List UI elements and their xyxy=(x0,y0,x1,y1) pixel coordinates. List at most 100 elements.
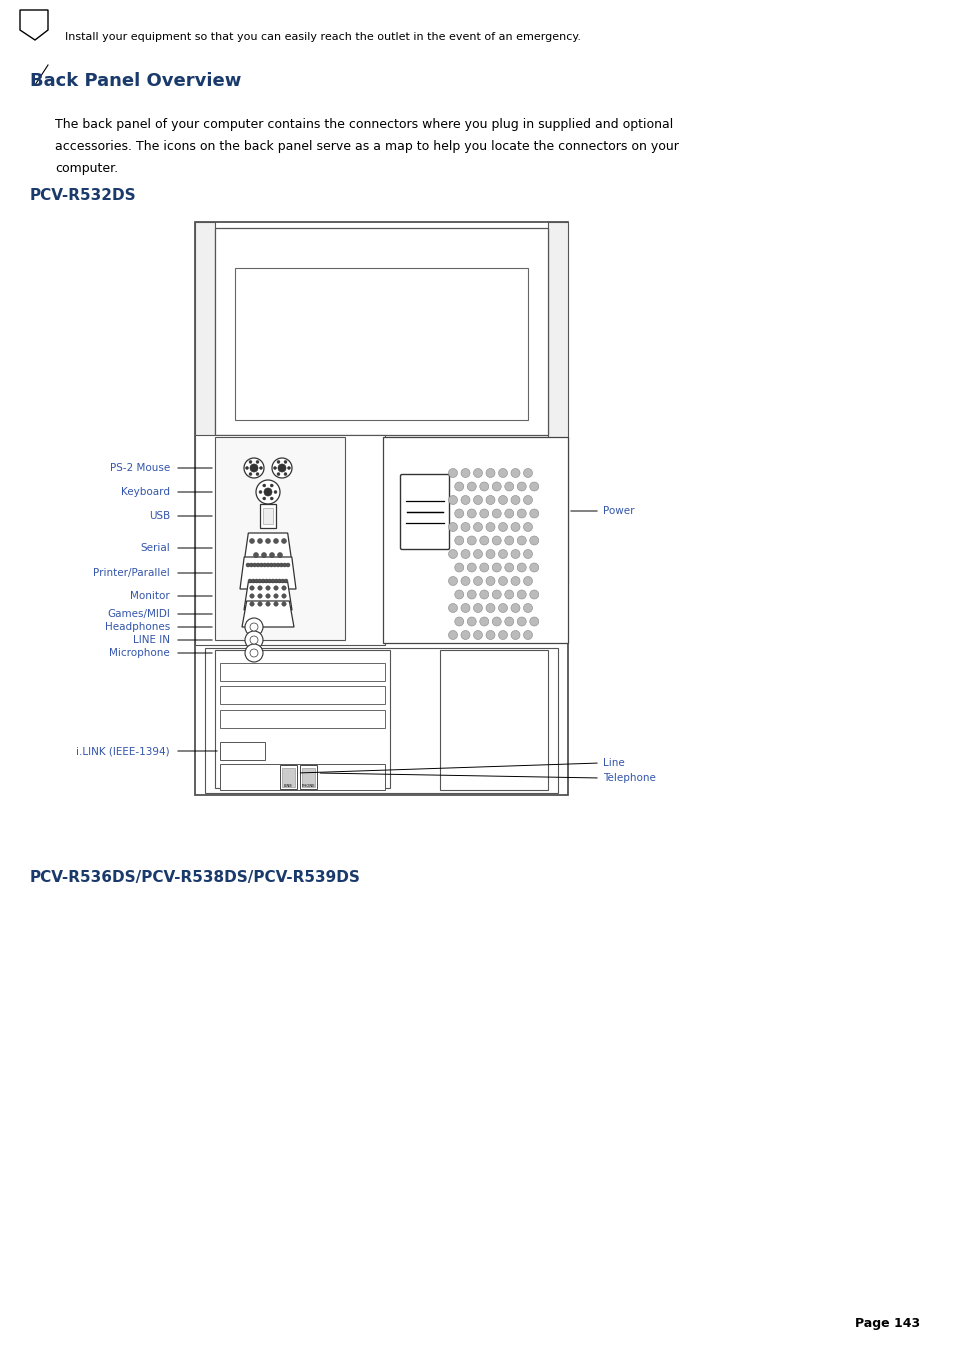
Circle shape xyxy=(467,536,476,544)
Circle shape xyxy=(264,488,272,496)
Text: Back Panel Overview: Back Panel Overview xyxy=(30,72,241,91)
Text: Page 143: Page 143 xyxy=(854,1317,919,1329)
Circle shape xyxy=(523,577,532,585)
Text: PCV-R532DS: PCV-R532DS xyxy=(30,188,136,203)
Circle shape xyxy=(448,577,457,585)
Circle shape xyxy=(269,563,274,567)
Circle shape xyxy=(274,580,278,584)
Circle shape xyxy=(273,563,276,567)
Text: Line: Line xyxy=(602,758,624,767)
Bar xyxy=(205,648,558,793)
Circle shape xyxy=(498,496,507,504)
Circle shape xyxy=(511,496,519,504)
Text: PHONE: PHONE xyxy=(301,784,315,788)
Circle shape xyxy=(279,563,283,567)
Circle shape xyxy=(498,631,507,639)
Bar xyxy=(214,650,390,788)
Circle shape xyxy=(266,563,270,567)
Bar xyxy=(299,765,316,789)
Circle shape xyxy=(529,482,538,490)
Polygon shape xyxy=(244,534,292,563)
Circle shape xyxy=(245,644,263,662)
Circle shape xyxy=(511,469,519,477)
Circle shape xyxy=(523,631,532,639)
Circle shape xyxy=(485,577,495,585)
Circle shape xyxy=(517,509,526,517)
Circle shape xyxy=(281,594,286,598)
Circle shape xyxy=(523,604,532,612)
Circle shape xyxy=(259,563,263,567)
Circle shape xyxy=(274,586,278,590)
Bar xyxy=(220,765,385,790)
Circle shape xyxy=(455,482,463,490)
Text: computer.: computer. xyxy=(55,162,118,176)
Polygon shape xyxy=(244,582,292,611)
Circle shape xyxy=(511,631,519,639)
Circle shape xyxy=(448,469,457,477)
Circle shape xyxy=(523,523,532,531)
Circle shape xyxy=(257,580,261,584)
Circle shape xyxy=(498,550,507,558)
Bar xyxy=(220,711,385,728)
Circle shape xyxy=(250,623,257,631)
Circle shape xyxy=(257,539,262,543)
Bar xyxy=(280,765,296,789)
Circle shape xyxy=(255,563,260,567)
Circle shape xyxy=(448,523,457,531)
Text: Power: Power xyxy=(602,507,634,516)
Circle shape xyxy=(274,594,278,598)
Circle shape xyxy=(479,563,488,571)
Circle shape xyxy=(287,466,291,470)
Circle shape xyxy=(492,590,500,598)
Circle shape xyxy=(492,563,500,571)
Polygon shape xyxy=(240,557,295,589)
Circle shape xyxy=(277,553,282,558)
Bar xyxy=(260,504,275,528)
Circle shape xyxy=(529,563,538,571)
Circle shape xyxy=(255,461,258,463)
Circle shape xyxy=(511,604,519,612)
Polygon shape xyxy=(20,9,48,41)
Circle shape xyxy=(467,590,476,598)
Circle shape xyxy=(448,631,457,639)
Circle shape xyxy=(245,617,263,636)
Circle shape xyxy=(268,580,272,584)
Circle shape xyxy=(250,539,254,543)
Circle shape xyxy=(479,482,488,490)
Circle shape xyxy=(485,550,495,558)
Circle shape xyxy=(485,604,495,612)
Circle shape xyxy=(479,590,488,598)
Text: Printer/Parallel: Printer/Parallel xyxy=(93,567,170,578)
Circle shape xyxy=(271,580,274,584)
Circle shape xyxy=(275,563,280,567)
Circle shape xyxy=(249,461,252,463)
Circle shape xyxy=(467,617,476,626)
Circle shape xyxy=(460,550,470,558)
Circle shape xyxy=(473,523,482,531)
Bar xyxy=(234,267,527,420)
Circle shape xyxy=(473,469,482,477)
Text: Games/MIDI: Games/MIDI xyxy=(107,609,170,619)
Circle shape xyxy=(262,497,266,500)
Circle shape xyxy=(248,580,252,584)
Circle shape xyxy=(504,536,514,544)
Bar xyxy=(439,650,547,790)
Circle shape xyxy=(244,458,264,478)
Text: Monitor: Monitor xyxy=(131,590,170,601)
Circle shape xyxy=(284,580,288,584)
Circle shape xyxy=(253,563,256,567)
Circle shape xyxy=(517,536,526,544)
Circle shape xyxy=(272,458,292,478)
Circle shape xyxy=(261,553,266,558)
Circle shape xyxy=(523,496,532,504)
Circle shape xyxy=(250,648,257,657)
Bar xyxy=(214,436,345,640)
Bar xyxy=(220,663,385,681)
Text: The back panel of your computer contains the connectors where you plug in suppli: The back panel of your computer contains… xyxy=(55,118,673,131)
Circle shape xyxy=(250,594,253,598)
Text: LINE IN: LINE IN xyxy=(132,635,170,644)
Circle shape xyxy=(511,577,519,585)
Bar xyxy=(282,767,294,788)
Circle shape xyxy=(498,469,507,477)
Circle shape xyxy=(455,536,463,544)
